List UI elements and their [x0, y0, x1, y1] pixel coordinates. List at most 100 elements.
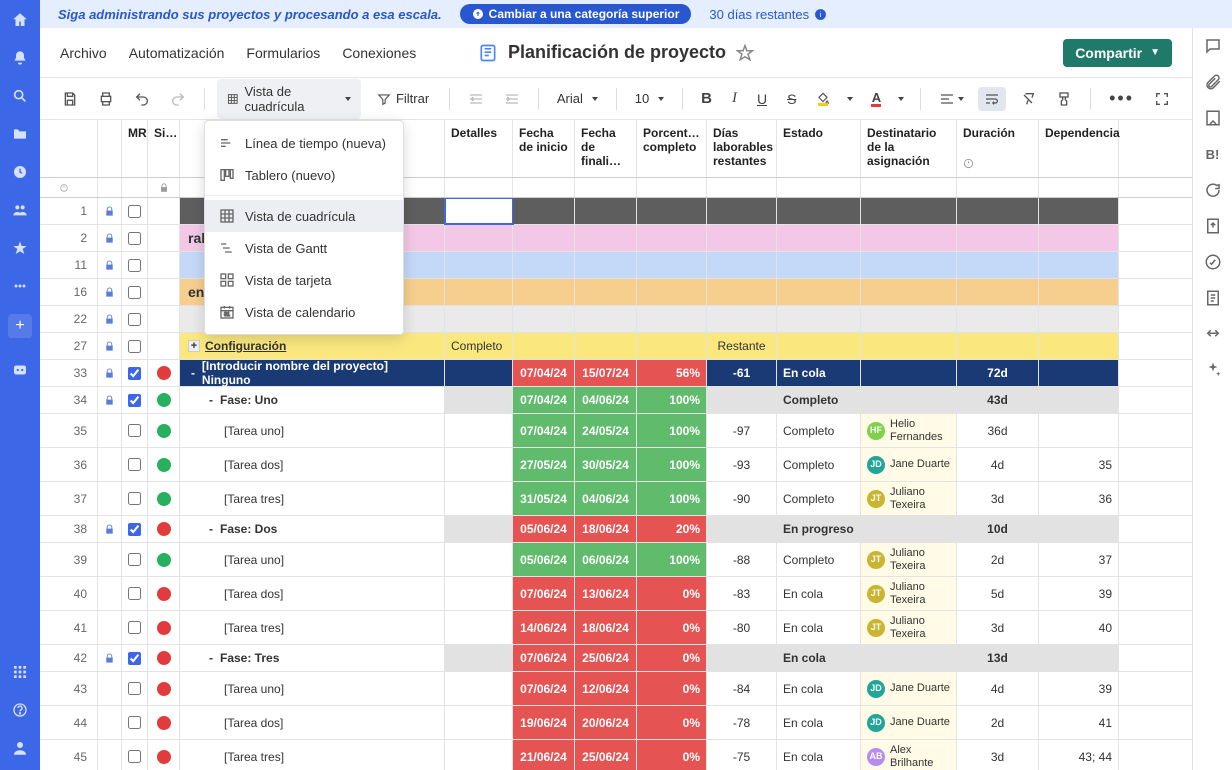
row-days[interactable]: -97 [707, 414, 777, 447]
row-details[interactable] [445, 448, 513, 481]
row-number[interactable]: 42 [40, 645, 98, 671]
add-icon[interactable]: + [8, 314, 32, 338]
row-pct[interactable] [637, 225, 707, 251]
row-details[interactable] [445, 543, 513, 576]
row-dep[interactable]: 40 [1039, 611, 1119, 644]
row-status[interactable]: En cola [777, 577, 861, 610]
row-checkbox[interactable] [122, 414, 148, 447]
row-pct[interactable]: 0% [637, 740, 707, 770]
row-duration[interactable] [957, 279, 1039, 305]
row-pct[interactable] [637, 252, 707, 278]
row-checkbox[interactable] [122, 279, 148, 305]
row-date[interactable] [513, 225, 575, 251]
row-details[interactable] [445, 306, 513, 332]
row-assignee[interactable]: JTJuliano Texeira [861, 482, 957, 515]
row-days[interactable] [707, 279, 777, 305]
row-number[interactable]: 16 [40, 279, 98, 305]
row-lock[interactable] [98, 577, 122, 610]
summary-icon[interactable] [1203, 288, 1223, 308]
row-lock[interactable] [98, 482, 122, 515]
menu-file[interactable]: Archivo [60, 45, 107, 61]
row-dep[interactable] [1039, 360, 1119, 386]
activity-icon[interactable] [1203, 252, 1223, 272]
dd-calendar[interactable]: 31Vista de calendario [205, 296, 403, 328]
row-days[interactable] [707, 645, 777, 671]
row-lock[interactable] [98, 645, 122, 671]
row-lock[interactable] [98, 414, 122, 447]
col-header-status[interactable]: Estado [777, 120, 861, 177]
table-row[interactable]: 34-Fase: Uno07/04/2404/06/24100%Completo… [40, 387, 1192, 414]
comments-icon[interactable] [1203, 36, 1223, 56]
row-date[interactable]: 05/06/24 [513, 543, 575, 576]
row-status[interactable]: En progreso [777, 516, 861, 542]
row-duration[interactable]: 2d [957, 706, 1039, 739]
row-checkbox[interactable] [122, 645, 148, 671]
row-duration[interactable]: 4d [957, 672, 1039, 705]
row-assignee[interactable]: JTJuliano Texeira [861, 577, 957, 610]
row-days[interactable]: -61 [707, 360, 777, 386]
row-date[interactable]: 14/06/24 [513, 611, 575, 644]
save-icon[interactable] [56, 87, 84, 111]
row-checkbox[interactable] [122, 577, 148, 610]
row-assignee[interactable]: JTJuliano Texeira [861, 543, 957, 576]
row-date[interactable]: 21/06/24 [513, 740, 575, 770]
row-task[interactable]: +Configuración [180, 333, 445, 359]
row-checkbox[interactable] [122, 198, 148, 224]
row-pct[interactable] [637, 306, 707, 332]
row-checkbox[interactable] [122, 387, 148, 413]
undo-icon[interactable] [128, 87, 156, 111]
row-details[interactable] [445, 611, 513, 644]
outdent-icon[interactable] [462, 87, 490, 111]
row-lock[interactable] [98, 279, 122, 305]
menu-automation[interactable]: Automatización [129, 45, 225, 61]
table-row[interactable]: 43[Tarea uno]07/06/2412/06/240%-84En col… [40, 672, 1192, 706]
col-header-pct[interactable]: Porcent… completo [637, 120, 707, 177]
row-checkbox[interactable] [122, 333, 148, 359]
row-date[interactable] [575, 225, 637, 251]
row-duration[interactable] [957, 225, 1039, 251]
clock-icon[interactable] [10, 162, 30, 182]
row-lock[interactable] [98, 672, 122, 705]
row-date[interactable]: 31/05/24 [513, 482, 575, 515]
row-dep[interactable] [1039, 516, 1119, 542]
italic-icon[interactable]: I [726, 86, 743, 111]
underline-icon[interactable]: U [751, 87, 773, 111]
row-lock[interactable] [98, 611, 122, 644]
favorite-star-icon[interactable] [736, 44, 754, 62]
row-number[interactable]: 40 [40, 577, 98, 610]
row-dep[interactable]: 41 [1039, 706, 1119, 739]
row-date[interactable]: 30/05/24 [575, 448, 637, 481]
page-title[interactable]: Planificación de proyecto [508, 42, 726, 63]
row-lock[interactable] [98, 543, 122, 576]
wrap-icon[interactable] [978, 87, 1006, 111]
col-header-duration[interactable]: Duración [957, 120, 1039, 177]
row-assignee[interactable] [861, 360, 957, 386]
row-task[interactable]: [Tarea tres] [180, 740, 445, 770]
row-status-dot[interactable] [148, 448, 180, 481]
row-number[interactable]: 41 [40, 611, 98, 644]
row-task[interactable]: [Tarea uno] [180, 414, 445, 447]
table-row[interactable]: 39[Tarea uno]05/06/2406/06/24100%-88Comp… [40, 543, 1192, 577]
ai-icon[interactable] [1203, 360, 1223, 380]
row-duration[interactable]: 3d [957, 740, 1039, 770]
row-pct[interactable]: 0% [637, 672, 707, 705]
row-date[interactable]: 05/06/24 [513, 516, 575, 542]
row-dep[interactable] [1039, 252, 1119, 278]
row-date[interactable]: 18/06/24 [575, 611, 637, 644]
table-row[interactable]: 33-[Introducir nombre del proyecto] Ning… [40, 360, 1192, 387]
row-task[interactable]: -[Introducir nombre del proyecto] Ningun… [180, 360, 445, 386]
row-lock[interactable] [98, 198, 122, 224]
dd-gantt[interactable]: Vista de Gantt [205, 232, 403, 264]
row-assignee[interactable]: JDJane Duarte [861, 672, 957, 705]
row-number[interactable]: 36 [40, 448, 98, 481]
row-number[interactable]: 44 [40, 706, 98, 739]
font-select[interactable]: Arial [551, 87, 604, 110]
row-days[interactable] [707, 387, 777, 413]
col-header-mr[interactable]: MR [122, 120, 148, 177]
row-assignee[interactable] [861, 225, 957, 251]
row-assignee[interactable] [861, 306, 957, 332]
row-task[interactable]: -Fase: Tres [180, 645, 445, 671]
row-assignee[interactable]: ABAlex Brilhante [861, 740, 957, 770]
bell-icon[interactable] [10, 48, 30, 68]
row-days[interactable]: -83 [707, 577, 777, 610]
